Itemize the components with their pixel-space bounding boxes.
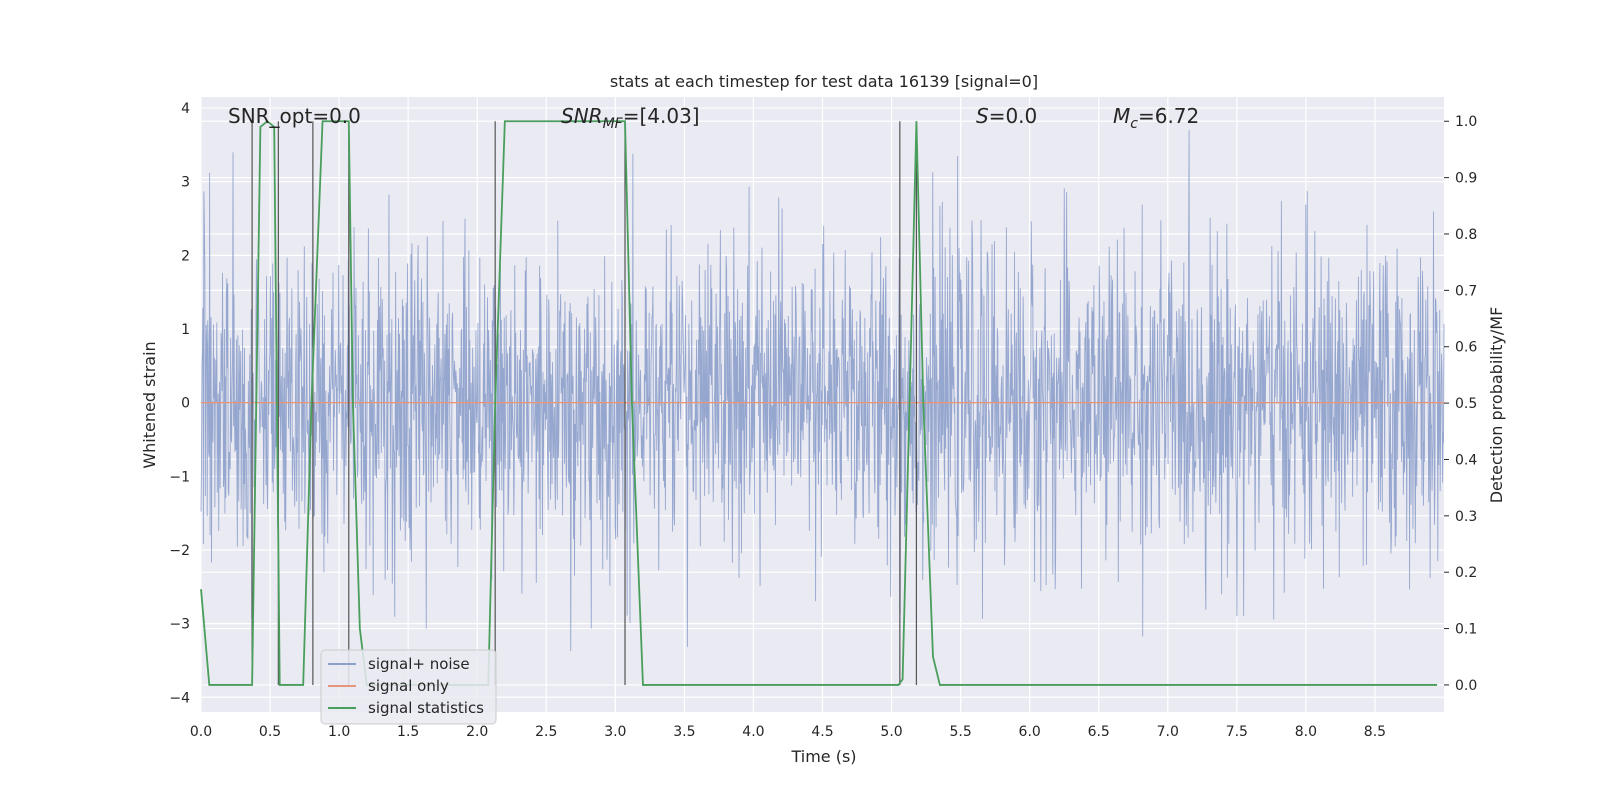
legend: signal+ noise signal only signal statist… <box>320 649 497 725</box>
x-tick-label: 6.0 <box>1019 724 1041 740</box>
y2-tick-label: 0.5 <box>1455 396 1477 412</box>
y2-tick-label: 0.1 <box>1455 622 1477 638</box>
x-tick-label: 6.5 <box>1088 724 1110 740</box>
legend-label-signal-only: signal only <box>368 677 449 695</box>
annotation-snr-mf: SNRMF=[4.03] <box>561 104 700 132</box>
y-axis-ticks: −4 −3 −2 −1 0 1 2 3 4 <box>169 101 190 706</box>
x-tick-label: 4.0 <box>742 724 764 740</box>
signal-noise-series <box>200 130 1445 652</box>
x-tick-label: 0.0 <box>190 724 212 740</box>
x-tick-label: 1.0 <box>328 724 350 740</box>
x-axis-label: Time (s) <box>790 747 856 766</box>
annotation-s-base: S <box>976 104 989 128</box>
y2-tick-label: 1.0 <box>1455 114 1477 130</box>
annotation-snr-opt: SNR_opt=0.0 <box>228 104 361 128</box>
x-tick-label: 2.0 <box>466 724 488 740</box>
y2-tick-label: 0.4 <box>1455 452 1477 468</box>
annotation-s-rest: =0.0 <box>989 104 1038 128</box>
y2-tick-label: 0.2 <box>1455 565 1477 581</box>
x-tick-label: 5.5 <box>949 724 971 740</box>
x-tick-label: 8.0 <box>1295 724 1317 740</box>
y-axis-label: Whitened strain <box>140 341 159 468</box>
y2-tick-label: 0.6 <box>1455 340 1477 356</box>
annotation-mc-sub: c <box>1130 116 1138 132</box>
annotation-snr-mf-base: SNR <box>561 104 603 128</box>
signal-noise-line <box>200 130 1445 652</box>
x-tick-label: 3.0 <box>604 724 626 740</box>
y-tick-label: −3 <box>169 617 190 633</box>
annotation-mc-rest: =6.72 <box>1138 104 1199 128</box>
y-tick-label: 1 <box>181 322 190 338</box>
y2-tick-label: 0.7 <box>1455 283 1477 299</box>
x-tick-label: 8.5 <box>1364 724 1386 740</box>
y-tick-label: −4 <box>169 690 190 706</box>
y-tick-label: 3 <box>181 175 190 191</box>
y-tick-label: −1 <box>169 469 190 485</box>
y2-tick-label: 0.0 <box>1455 678 1477 694</box>
y-tick-label: −2 <box>169 543 190 559</box>
annotation-snr-mf-rest: =[4.03] <box>623 104 700 128</box>
y-tick-label: 4 <box>181 101 190 117</box>
x-axis-ticks: 0.0 0.5 1.0 1.5 2.0 2.5 3.0 3.5 4.0 4.5 5.0 5.5 6.0 6… <box>190 724 1386 740</box>
y2-tick-label: 0.3 <box>1455 509 1477 525</box>
annotation-s: S=0.0 <box>976 104 1037 128</box>
chart-title: stats at each timestep for test data 161… <box>610 72 1038 91</box>
x-tick-label: 5.0 <box>880 724 902 740</box>
x-tick-label: 7.5 <box>1226 724 1248 740</box>
x-tick-label: 1.5 <box>397 724 419 740</box>
y2-axis-ticks: 0.0 0.1 0.2 0.3 0.4 0.5 0.6 0.7 0.8 0.9 1.0 <box>1444 114 1477 694</box>
x-tick-label: 2.5 <box>535 724 557 740</box>
y2-axis-label: Detection probability/MF <box>1487 307 1506 504</box>
y-tick-label: 2 <box>181 248 190 264</box>
x-tick-label: 3.5 <box>673 724 695 740</box>
x-tick-label: 7.0 <box>1157 724 1179 740</box>
annotation-mc: Mc=6.72 <box>1113 104 1199 132</box>
annotation-snr-mf-sub: MF <box>603 116 624 132</box>
legend-label-signal-noise: signal+ noise <box>368 655 470 673</box>
y2-tick-label: 0.8 <box>1455 227 1477 243</box>
y2-tick-label: 0.9 <box>1455 171 1477 187</box>
y-tick-label: 0 <box>181 396 190 412</box>
x-tick-label: 4.5 <box>811 724 833 740</box>
x-tick-label: 0.5 <box>259 724 281 740</box>
legend-label-signal-statistics: signal statistics <box>368 699 484 717</box>
annotation-mc-base: M <box>1113 104 1130 128</box>
legend-box <box>320 649 497 725</box>
